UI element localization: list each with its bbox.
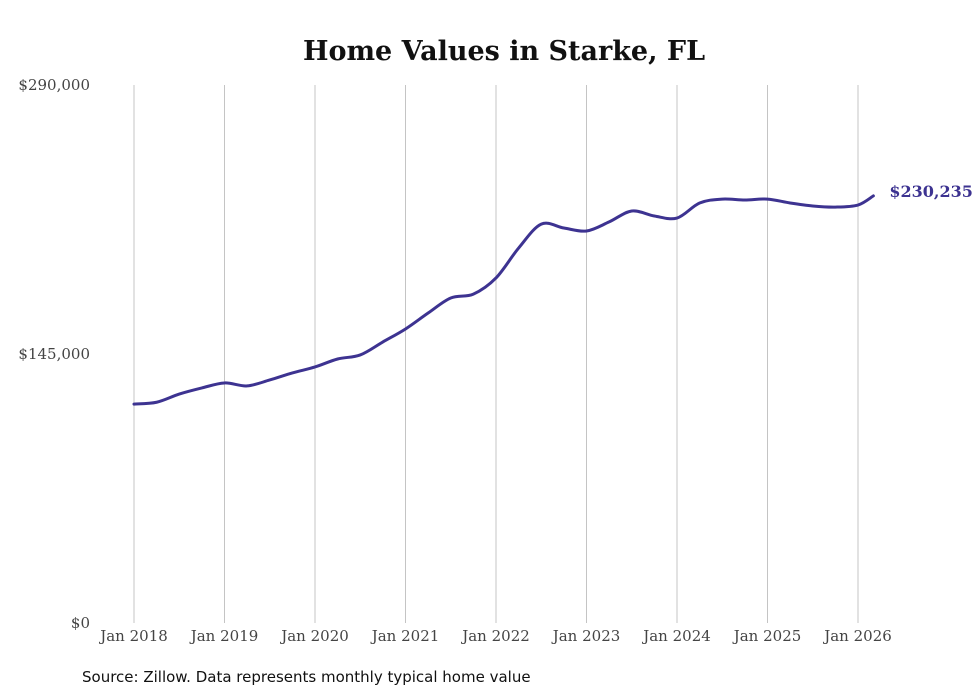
x-tick-label: Jan 2020 — [279, 627, 349, 645]
x-tick-label: Jan 2021 — [370, 627, 440, 645]
source-note: Source: Zillow. Data represents monthly … — [82, 668, 531, 686]
x-tick-label: Jan 2026 — [822, 627, 892, 645]
y-tick-label: $0 — [71, 614, 90, 632]
chart-title: Home Values in Starke, FL — [303, 36, 705, 67]
x-tick-label: Jan 2023 — [551, 627, 621, 645]
x-tick-label: Jan 2019 — [189, 627, 259, 645]
series-line — [132, 194, 875, 406]
x-tick-label: Jan 2022 — [460, 627, 530, 645]
y-tick-label: $145,000 — [18, 345, 90, 363]
x-tick-label: Jan 2024 — [641, 627, 711, 645]
x-tick-label: Jan 2018 — [98, 627, 168, 645]
end-value-label: $230,235 — [889, 182, 973, 201]
y-tick-label: $290,000 — [18, 76, 90, 94]
x-tick-label: Jan 2025 — [732, 627, 802, 645]
